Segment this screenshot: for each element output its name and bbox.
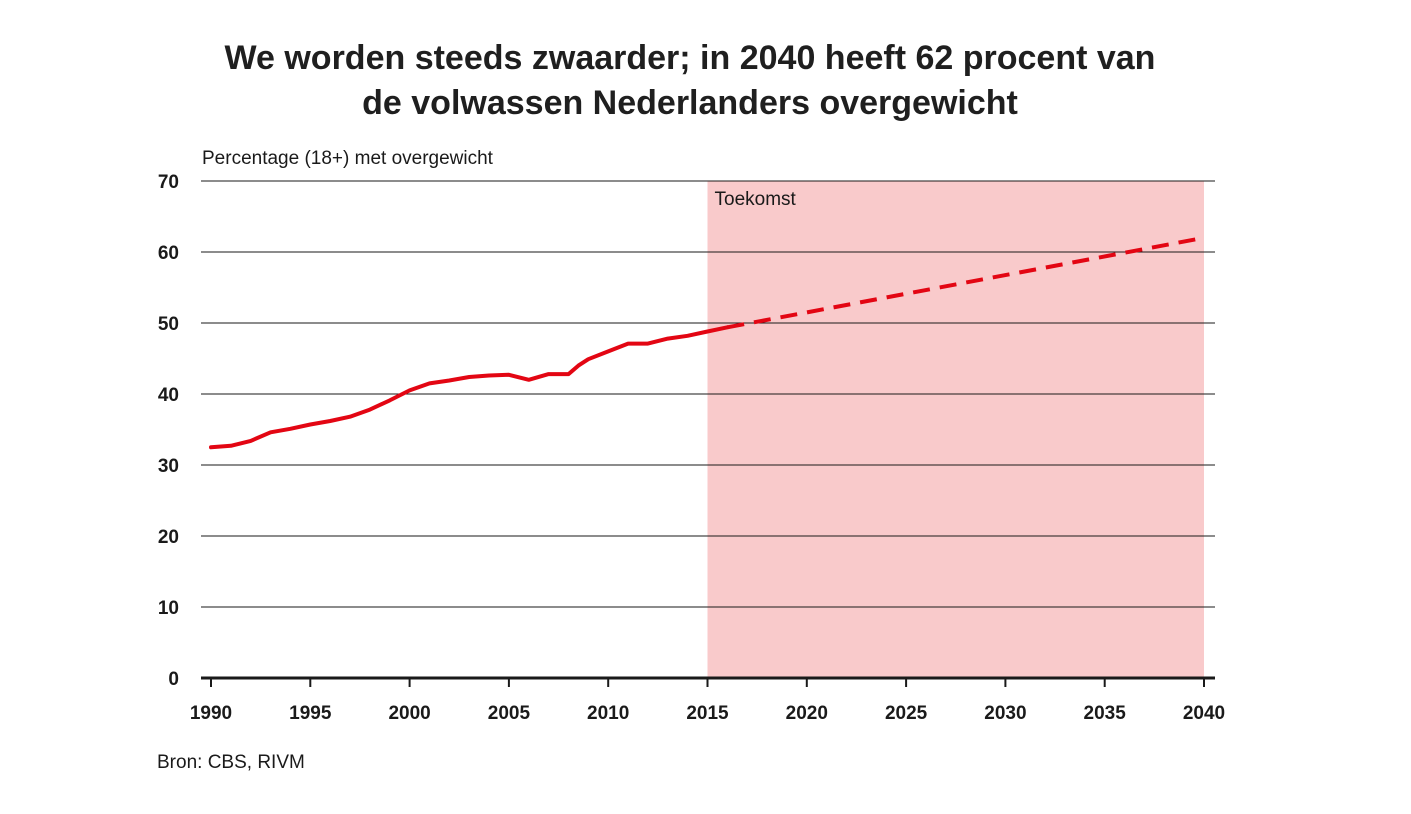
y-tick-label-70: 70: [158, 172, 179, 193]
x-tick-label-2025: 2025: [885, 703, 928, 724]
y-tick-label-60: 60: [158, 243, 179, 264]
x-tick-label-2040: 2040: [1183, 703, 1225, 724]
chart-title-line-2: de volwassen Nederlanders overgewicht: [362, 84, 1018, 122]
x-tick-label-2035: 2035: [1084, 703, 1127, 724]
series-line-measured: [209, 325, 730, 450]
y-tick-label-0: 0: [168, 669, 179, 690]
x-tick-label-2000: 2000: [388, 703, 430, 724]
x-tick-label-2015: 2015: [686, 703, 729, 724]
y-tick-label-10: 10: [158, 598, 179, 619]
x-tick-label-1990: 1990: [190, 703, 232, 724]
future-region-label: Toekomst: [715, 189, 797, 210]
chart-title: We worden steeds zwaarder; in 2040 heeft…: [0, 36, 1380, 126]
y-tick-label-20: 20: [158, 527, 179, 548]
y-tick-label-30: 30: [158, 456, 179, 477]
y-tick-label-40: 40: [158, 385, 179, 406]
x-tick-label-2020: 2020: [786, 703, 828, 724]
source-note: Bron: CBS, RIVM: [157, 752, 305, 773]
x-tick-label-2005: 2005: [488, 703, 531, 724]
y-axis-label: Percentage (18+) met overgewicht: [202, 148, 493, 169]
y-tick-label-50: 50: [158, 314, 179, 335]
x-tick-label-1995: 1995: [289, 703, 332, 724]
chart-title-line-1: We worden steeds zwaarder; in 2040 heeft…: [224, 39, 1156, 77]
x-tick-label-2010: 2010: [587, 703, 629, 724]
x-tick-label-2030: 2030: [984, 703, 1026, 724]
future-region: [707, 181, 1204, 678]
